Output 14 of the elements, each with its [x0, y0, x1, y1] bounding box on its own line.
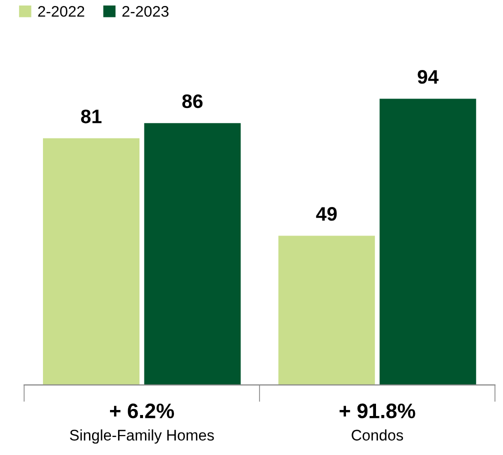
- text: + 91.8%: [340, 404, 416, 418]
- legend-label: 2-2023: [122, 6, 169, 17]
- bar: [144, 123, 241, 385]
- legend-label: 2-2022: [38, 6, 84, 17]
- bar: [42, 138, 140, 385]
- bar: [380, 98, 476, 385]
- x-tick-label: Single-Family Homes: [70, 429, 214, 444]
- data-label: 94: [418, 70, 439, 84]
- bar: [278, 236, 375, 385]
- x-tick-label: Condos: [352, 429, 404, 441]
- data-label: 81: [81, 110, 102, 124]
- data-label: 86: [182, 94, 203, 108]
- text: + 6.2%: [110, 404, 174, 418]
- data-label: 49: [316, 207, 337, 221]
